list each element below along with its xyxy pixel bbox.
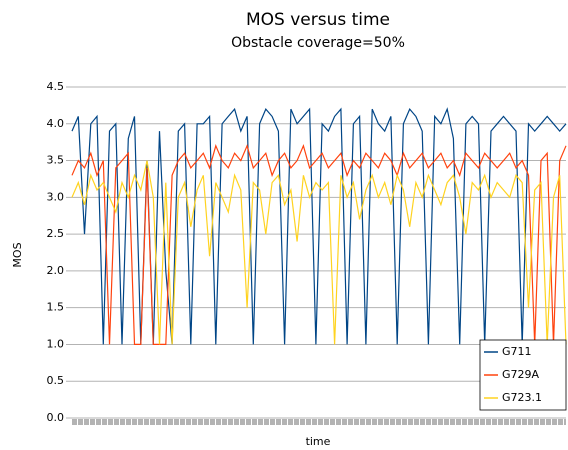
y-tick-label: 1.5 <box>47 301 65 314</box>
y-tick-label: 3.0 <box>47 190 65 203</box>
y-tick-label: 1.0 <box>47 337 65 350</box>
y-tick-label: 2.5 <box>47 227 65 240</box>
y-tick-label: 2.0 <box>47 264 65 277</box>
legend-label: G711 <box>502 345 532 358</box>
series-line <box>71 160 567 345</box>
y-axis-label: MOS <box>11 242 24 267</box>
y-tick-label: 4.5 <box>47 80 65 93</box>
y-tick-label: 0.0 <box>47 411 65 424</box>
y-tick-label: 4.0 <box>47 117 65 130</box>
y-tick-label: 0.5 <box>47 374 65 387</box>
chart-subtitle: Obstacle coverage=50% <box>231 35 405 51</box>
series-line <box>71 143 567 345</box>
legend-label: G723.1 <box>502 391 542 404</box>
x-axis-label: time <box>306 435 331 448</box>
y-tick-label: 3.5 <box>47 154 65 167</box>
legend-label: G729A <box>502 368 540 381</box>
series-line <box>71 107 567 345</box>
chart-title: MOS versus time <box>246 10 390 30</box>
